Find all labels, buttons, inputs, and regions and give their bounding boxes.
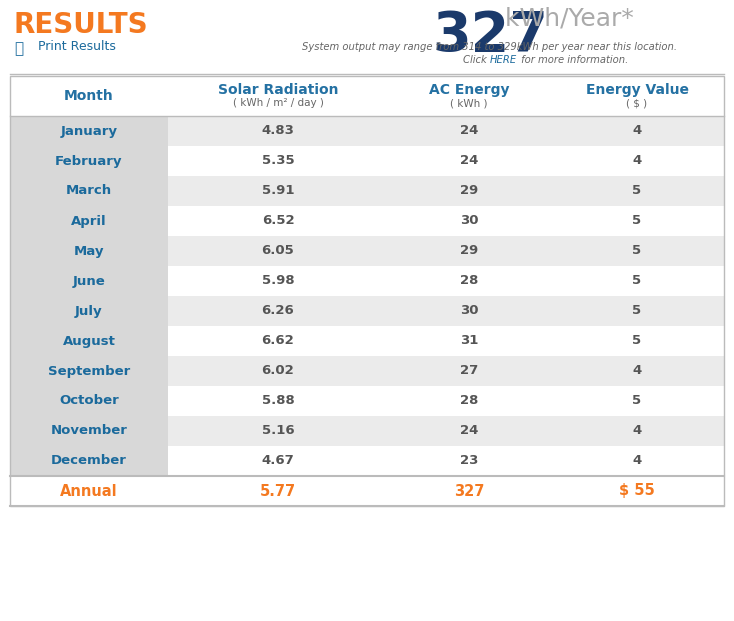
Text: AC Energy: AC Energy [429,83,509,97]
FancyBboxPatch shape [10,146,168,176]
Text: 5.91: 5.91 [262,184,294,197]
FancyBboxPatch shape [10,416,168,446]
Text: 6.52: 6.52 [262,214,294,227]
Text: 327: 327 [454,484,484,499]
FancyBboxPatch shape [10,206,724,236]
FancyBboxPatch shape [10,386,168,416]
Text: 6.62: 6.62 [261,335,294,348]
FancyBboxPatch shape [10,116,724,146]
Text: 24: 24 [459,124,478,137]
Text: Annual: Annual [60,484,118,499]
Text: System output may range from 314 to 329kWh per year near this location.: System output may range from 314 to 329k… [302,42,677,52]
FancyBboxPatch shape [10,176,168,206]
Text: 4.83: 4.83 [261,124,294,137]
Text: 4: 4 [633,455,642,468]
Text: 6.02: 6.02 [261,365,294,378]
Text: 24: 24 [459,155,478,168]
FancyBboxPatch shape [10,236,168,266]
Text: 30: 30 [459,304,479,317]
FancyBboxPatch shape [10,206,168,236]
FancyBboxPatch shape [10,446,168,476]
Text: 5.98: 5.98 [262,274,294,288]
Text: September: September [48,365,130,378]
Text: 5.16: 5.16 [262,425,294,438]
FancyBboxPatch shape [10,476,724,506]
Text: 6.05: 6.05 [261,245,294,258]
Text: 5: 5 [633,214,642,227]
FancyBboxPatch shape [10,266,168,296]
Text: 327: 327 [432,9,548,63]
Text: kWh/Year*: kWh/Year* [497,7,633,31]
Text: 29: 29 [460,184,478,197]
Text: August: August [62,335,115,348]
Text: 4: 4 [633,124,642,137]
FancyBboxPatch shape [10,116,168,146]
Text: 4.67: 4.67 [261,455,294,468]
FancyBboxPatch shape [10,356,168,386]
Text: Print Results: Print Results [38,40,116,53]
Text: RESULTS: RESULTS [14,11,148,39]
FancyBboxPatch shape [10,296,168,326]
Text: November: November [51,425,128,438]
Text: 5.77: 5.77 [260,484,296,499]
FancyBboxPatch shape [10,416,724,446]
Text: 6.26: 6.26 [261,304,294,317]
Text: 29: 29 [460,245,478,258]
Text: 5: 5 [633,304,642,317]
Text: 30: 30 [459,214,479,227]
Text: February: February [55,155,123,168]
FancyBboxPatch shape [10,386,724,416]
Text: 28: 28 [459,394,478,407]
Text: ( kWh ): ( kWh ) [450,98,488,108]
Text: Solar Radiation: Solar Radiation [218,83,338,97]
Text: June: June [73,274,106,288]
Text: Energy Value: Energy Value [586,83,688,97]
Text: ( kWh / m² / day ): ( kWh / m² / day ) [233,98,324,108]
Text: May: May [73,245,104,258]
FancyBboxPatch shape [10,446,724,476]
FancyBboxPatch shape [10,266,724,296]
Text: HERE: HERE [490,55,517,65]
Text: 5: 5 [633,274,642,288]
FancyBboxPatch shape [10,326,168,356]
Text: Click: Click [463,55,490,65]
Text: 27: 27 [460,365,478,378]
Text: 4: 4 [633,365,642,378]
Text: March: March [66,184,112,197]
FancyBboxPatch shape [10,296,724,326]
Text: 4: 4 [633,155,642,168]
Text: 5: 5 [633,245,642,258]
Text: 5: 5 [633,184,642,197]
FancyBboxPatch shape [10,146,724,176]
Text: December: December [51,455,127,468]
Text: 4: 4 [633,425,642,438]
FancyBboxPatch shape [10,236,724,266]
Text: Month: Month [64,89,114,103]
Text: ( $ ): ( $ ) [626,98,647,108]
Text: 24: 24 [459,425,478,438]
Text: April: April [71,214,107,227]
FancyBboxPatch shape [10,356,724,386]
Text: 5: 5 [633,335,642,348]
Text: 🖨: 🖨 [14,41,23,56]
Text: July: July [75,304,103,317]
FancyBboxPatch shape [10,176,724,206]
Text: October: October [59,394,119,407]
Text: 23: 23 [459,455,478,468]
Text: 5.35: 5.35 [262,155,294,168]
FancyBboxPatch shape [10,76,724,116]
Text: $ 55: $ 55 [619,484,655,499]
Text: 28: 28 [459,274,478,288]
Text: 5.88: 5.88 [261,394,294,407]
FancyBboxPatch shape [10,326,724,356]
Text: 31: 31 [459,335,478,348]
Text: for more information.: for more information. [518,55,628,65]
Text: January: January [60,124,117,137]
Text: 5: 5 [633,394,642,407]
